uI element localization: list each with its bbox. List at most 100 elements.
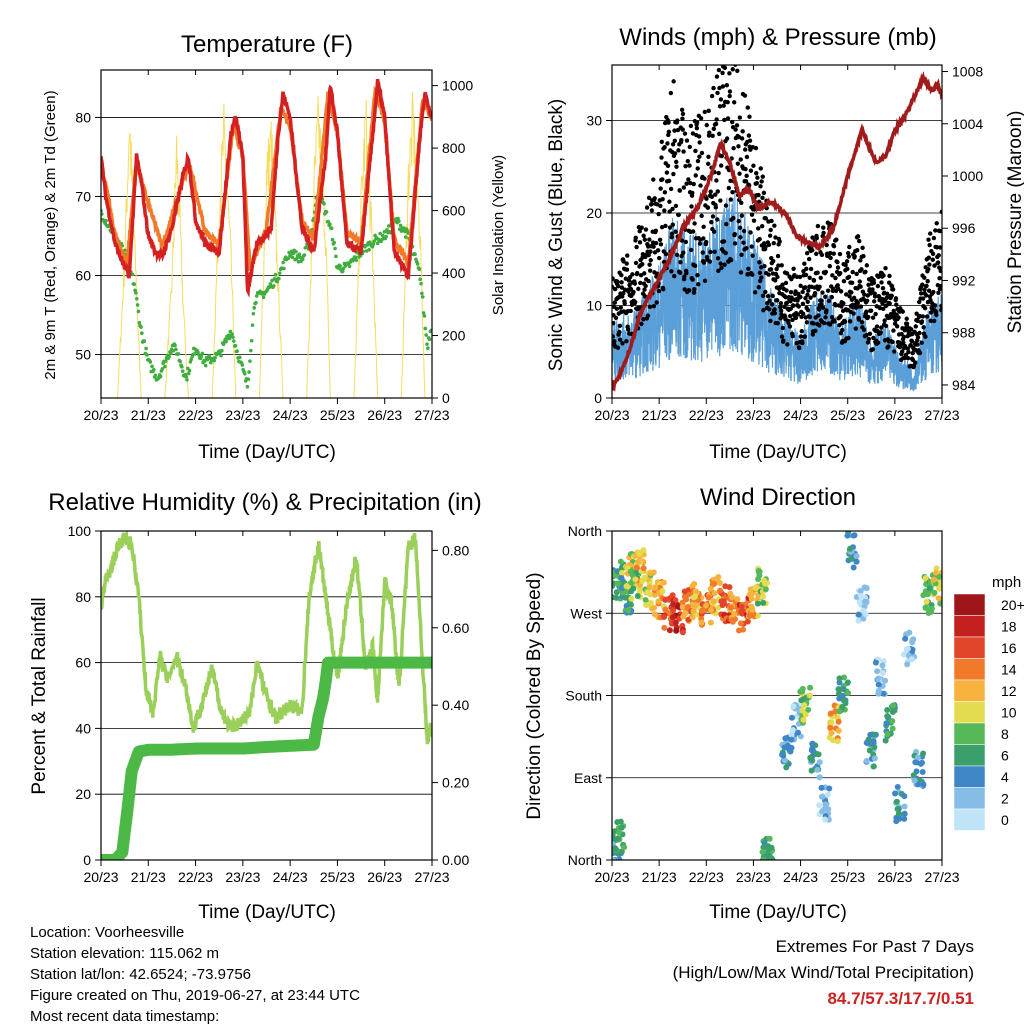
x-tick-label: 22/23 — [689, 407, 724, 423]
direction-point — [909, 637, 916, 644]
direction-point — [805, 706, 812, 713]
dewpoint-point — [134, 291, 138, 295]
direction-point — [829, 737, 836, 744]
gust-point — [925, 278, 930, 284]
gust-point — [823, 294, 828, 300]
direction-point — [765, 852, 772, 859]
gust-point — [655, 248, 661, 253]
gust-point — [934, 312, 939, 318]
gust-point — [657, 255, 662, 261]
direction-point — [674, 603, 681, 610]
dewpoint-point — [231, 335, 235, 340]
direction-point — [756, 569, 763, 576]
gust-point — [798, 283, 803, 288]
y-tick-label: West — [570, 605, 602, 621]
gust-point — [775, 321, 780, 326]
direction-point — [923, 598, 930, 605]
gust-point — [712, 249, 717, 254]
gust-point — [783, 294, 788, 300]
colorbar-label: 6 — [1001, 747, 1009, 763]
gust-point — [690, 229, 696, 234]
gust-point — [722, 262, 727, 267]
direction-point — [870, 740, 877, 747]
winds-title: Winds (mph) & Pressure (mb) — [619, 24, 936, 51]
gust-point — [844, 292, 849, 297]
gust-point — [621, 259, 626, 264]
gust-point — [798, 334, 804, 339]
gust-point — [691, 181, 696, 187]
direction-point — [617, 558, 624, 565]
y-tick-label: 80 — [75, 109, 91, 125]
direction-point — [634, 593, 641, 600]
direction-point — [884, 707, 891, 714]
direction-point — [729, 617, 736, 624]
direction-point — [633, 564, 640, 571]
gust-point — [615, 345, 621, 350]
gust-point — [761, 241, 767, 246]
gust-point — [759, 224, 765, 229]
gust-point — [748, 230, 753, 235]
y2-tick-label: 400 — [442, 265, 466, 281]
gust-point — [757, 270, 763, 275]
dewpoint-point — [429, 328, 432, 333]
direction-point — [788, 731, 795, 738]
gust-point — [757, 236, 762, 242]
gust-point — [654, 300, 659, 305]
gust-point — [816, 307, 822, 312]
gust-point — [728, 197, 733, 202]
dewpoint-point — [397, 219, 401, 223]
dewpoint-point — [248, 359, 252, 363]
direction-point — [673, 627, 680, 634]
gust-point — [927, 262, 932, 267]
gust-point — [800, 289, 805, 295]
gust-point — [933, 309, 939, 314]
gust-point — [864, 332, 869, 338]
direction-point — [880, 690, 887, 697]
dewpoint-point — [213, 355, 217, 360]
direction-point — [808, 767, 815, 774]
gust-point — [630, 272, 635, 277]
dewpoint-point — [254, 300, 258, 305]
y2-tick-label: 996 — [952, 220, 976, 236]
gust-point — [861, 327, 867, 332]
gust-point — [725, 99, 730, 105]
gust-point — [660, 287, 666, 292]
gust-point — [672, 273, 677, 279]
gust-point — [873, 311, 878, 317]
y2-tick-label: 0 — [442, 390, 450, 406]
station-info: Location: Voorheesville Station elevatio… — [30, 922, 360, 1027]
gust-point — [922, 275, 927, 280]
winds-xlabel: Time (Day/UTC) — [709, 442, 847, 463]
gust-point — [714, 117, 719, 122]
gust-point — [744, 173, 749, 179]
gust-point — [631, 289, 636, 295]
gust-point — [718, 261, 723, 266]
gust-point — [874, 324, 880, 329]
gust-point — [726, 185, 732, 191]
gust-point — [701, 224, 706, 230]
gust-point — [812, 291, 818, 296]
gust-point — [753, 145, 759, 151]
gust-point — [831, 251, 836, 256]
direction-point — [922, 575, 929, 582]
direction-point — [860, 615, 867, 622]
gust-point — [656, 211, 661, 217]
direction-point — [651, 611, 658, 618]
gust-point — [669, 234, 674, 240]
gust-point — [711, 229, 717, 234]
gust-point — [937, 245, 942, 250]
gust-point — [701, 236, 706, 241]
humidity-title: Relative Humidity (%) & Precipitation (i… — [48, 489, 481, 516]
gust-point — [632, 299, 638, 305]
gust-point — [896, 315, 901, 320]
gust-point — [837, 251, 843, 257]
gust-point — [847, 319, 853, 324]
gust-point — [840, 327, 845, 333]
extremes-subheading: (High/Low/Max Wind/Total Precipitation) — [672, 963, 974, 982]
direction-point — [662, 596, 669, 603]
gust-point — [679, 253, 684, 259]
gust-point — [784, 288, 789, 293]
direction-point — [889, 717, 896, 724]
gust-point — [938, 268, 942, 274]
direction-point — [866, 747, 873, 754]
